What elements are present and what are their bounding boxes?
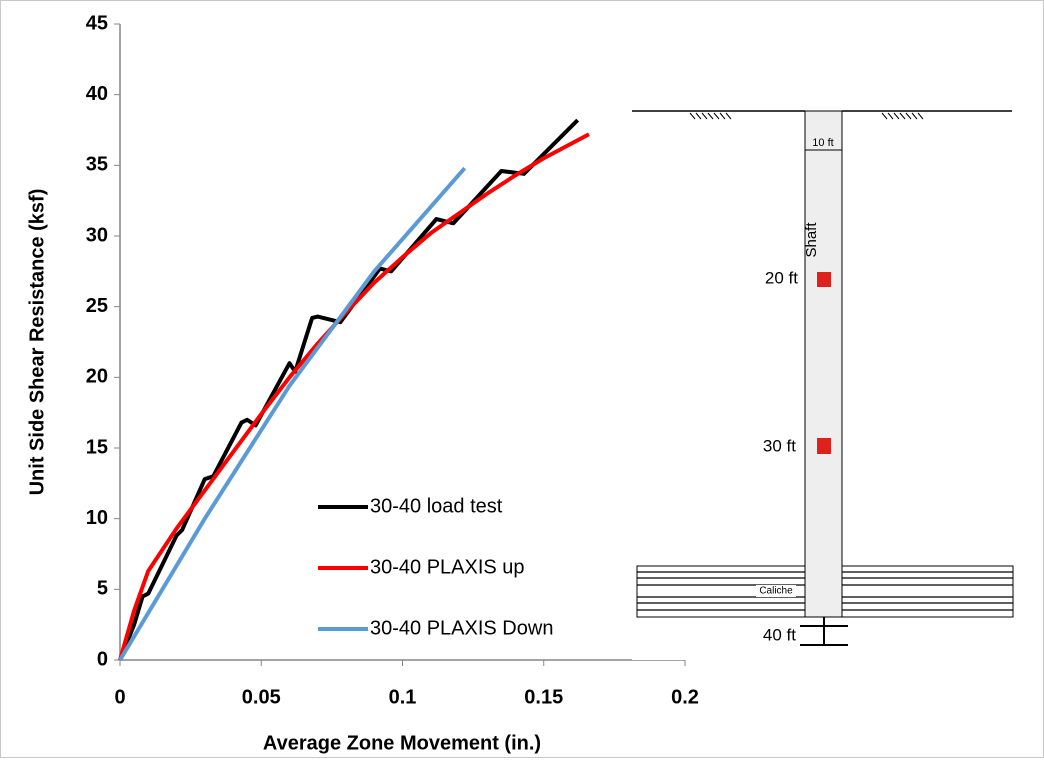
- x-axis-title: Average Zone Movement (in.): [263, 732, 541, 754]
- shaft: [804, 110, 843, 618]
- gauge: [817, 438, 831, 454]
- y-axis-title: Unit Side Shear Resistance (ksf): [26, 189, 48, 496]
- y-tick-label: 0: [97, 648, 108, 670]
- diagram-label: 20 ft: [765, 268, 798, 287]
- y-tick-label: 10: [86, 507, 108, 529]
- shaft-diagram: 10 ft Shaft 20 ft 30 ft Caliche 40 ft: [632, 100, 1017, 660]
- legend-label: 30-40 PLAXIS up: [370, 556, 525, 578]
- diagram-label: 10 ft: [812, 137, 833, 149]
- x-tick-label: 0.2: [671, 686, 699, 708]
- label-background: [756, 585, 796, 597]
- ground-hatch: [689, 112, 924, 120]
- y-tick-label: 45: [86, 12, 108, 34]
- diagram-label: Shaft: [803, 222, 820, 258]
- x-tick-label: 0.05: [242, 686, 281, 708]
- series-line: [118, 118, 580, 661]
- gauge: [817, 272, 831, 287]
- x-tick-label: 0: [114, 686, 125, 708]
- series-line: [118, 166, 467, 662]
- y-tick-label: 25: [86, 295, 108, 317]
- y-tick-label: 5: [97, 578, 108, 600]
- y-tick-label: 40: [86, 83, 108, 105]
- legend-label: 30-40 PLAXIS Down: [370, 617, 553, 639]
- legend-label: 30-40 load test: [370, 495, 503, 517]
- diagram-label: 30 ft: [763, 436, 796, 455]
- y-tick-label: 30: [86, 224, 108, 246]
- x-tick-label: 0.15: [524, 686, 563, 708]
- y-tick-label: 35: [86, 154, 108, 176]
- y-tick-label: 15: [86, 436, 108, 458]
- x-tick-label: 0.1: [389, 686, 417, 708]
- y-tick-label: 20: [86, 366, 108, 388]
- diagram-label: 40 ft: [763, 625, 796, 644]
- diagram-label: Caliche: [759, 586, 793, 597]
- o-cell: [800, 617, 848, 646]
